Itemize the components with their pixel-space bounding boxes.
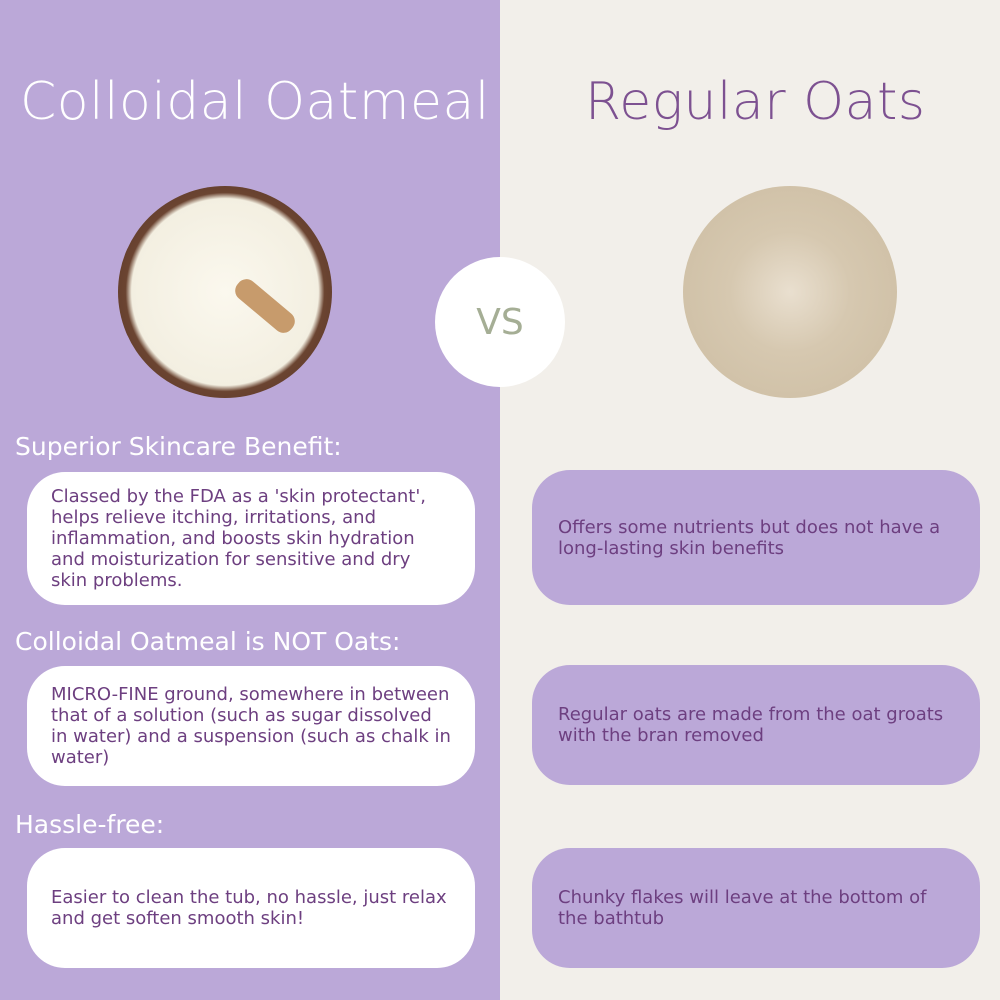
regular-benefit-text: Offers some nutrients but does not have …: [558, 516, 941, 559]
heading-hassle-free: Hassle-free:: [15, 810, 165, 839]
colloidal-texture-box: MICRO-FINE ground, somewhere in between …: [27, 666, 475, 786]
regular-cleanup-box: Chunky flakes will leave at the bottom o…: [532, 848, 980, 968]
colloidal-benefit-text: Classed by the FDA as a 'skin protectant…: [51, 486, 427, 591]
regular-benefit-box: Offers some nutrients but does not have …: [532, 470, 980, 605]
heading-not-oats: Colloidal Oatmeal is NOT Oats:: [15, 627, 401, 656]
colloidal-cleanup-box: Easier to clean the tub, no hassle, just…: [27, 848, 475, 968]
colloidal-texture-text: MICRO-FINE ground, somewhere in between …: [51, 684, 451, 768]
regular-texture-text: Regular oats are made from the oat groat…: [558, 704, 944, 746]
colloidal-cleanup-text: Easier to clean the tub, no hassle, just…: [51, 887, 447, 929]
regular-cleanup-text: Chunky flakes will leave at the bottom o…: [558, 887, 927, 929]
regular-texture-box: Regular oats are made from the oat groat…: [532, 665, 980, 785]
colloidal-oatmeal-bowl-image: [118, 186, 332, 398]
vs-badge: VS: [435, 257, 565, 387]
colloidal-oatmeal-title: Colloidal Oatmeal: [20, 72, 490, 132]
heading-skincare-benefit: Superior Skincare Benefit:: [15, 432, 342, 461]
regular-oats-bowl-image: [683, 186, 897, 398]
regular-oats-title: Regular Oats: [585, 72, 926, 132]
colloidal-benefit-box: Classed by the FDA as a 'skin protectant…: [27, 472, 475, 605]
